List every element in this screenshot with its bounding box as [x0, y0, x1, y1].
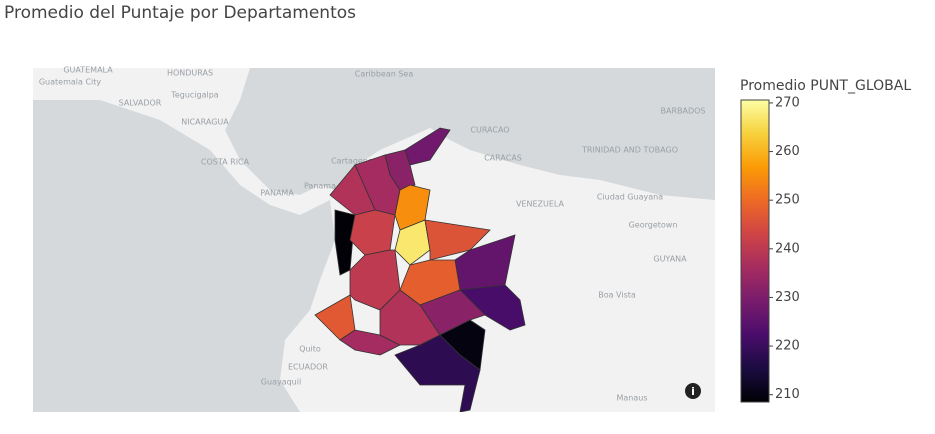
- map-label: Manaus: [616, 394, 647, 403]
- map-label: GUATEMALA: [63, 66, 113, 75]
- department: [419, 289, 486, 336]
- colorbar: [740, 99, 770, 403]
- map-label: Tegucigalpa: [170, 91, 219, 100]
- map-label: CARACAS: [484, 154, 522, 163]
- colorbar-title: Promedio PUNT_GLOBAL: [740, 78, 911, 94]
- map-label: TRINIDAD AND TOBAGO: [581, 146, 678, 155]
- colorbar-tick-label: 240: [775, 241, 800, 256]
- colorbar-tick-label: 210: [775, 387, 800, 402]
- map-label: Caribbean Sea: [355, 70, 414, 79]
- map-label: VENEZUELA: [516, 200, 565, 209]
- map-label: Panama: [304, 182, 336, 191]
- regions: [314, 127, 526, 412]
- info-icon[interactable]: [685, 383, 701, 399]
- chart-title: Promedio del Puntaje por Departamentos: [4, 3, 356, 23]
- colorbar-tick-label: 260: [775, 144, 800, 159]
- department: [394, 219, 431, 266]
- map-label: Guatemala City: [39, 78, 102, 87]
- map-label: COSTA RICA: [201, 158, 250, 167]
- map-label: ECUADOR: [288, 363, 328, 372]
- map-label: Georgetown: [629, 221, 678, 230]
- map-label: PANAMA: [260, 189, 294, 198]
- map-label: GUYANA: [653, 255, 687, 264]
- map-label: SALVADOR: [119, 99, 162, 108]
- department: [394, 334, 481, 412]
- department: [424, 219, 491, 261]
- map-label: BARBADOS: [660, 107, 705, 116]
- colorbar-tick-label: 220: [775, 339, 800, 354]
- colorbar-tick-label: 270: [775, 95, 800, 110]
- colorbar-tick-label: 230: [775, 290, 800, 305]
- map-label: Boa Vista: [598, 291, 636, 300]
- map-label: CURACAO: [470, 126, 509, 135]
- map-label: HONDURAS: [167, 69, 213, 78]
- colorbar-tick-label: 250: [775, 193, 800, 208]
- colorbar-ticks: 210 220 230 240 250 260 270: [769, 95, 800, 402]
- map-label: NICARAGUA: [181, 118, 229, 127]
- info-icon-glyph: i: [691, 385, 695, 398]
- map-label: Guayaquil: [261, 378, 301, 387]
- department: [334, 209, 356, 276]
- map-label: Cartagena: [331, 157, 373, 166]
- map-label: Ciudad Guayana: [597, 193, 663, 202]
- map-labels: GUATEMALA HONDURAS Guatemala City Tegucigal…: [39, 66, 706, 403]
- map-label: Quito: [299, 345, 321, 354]
